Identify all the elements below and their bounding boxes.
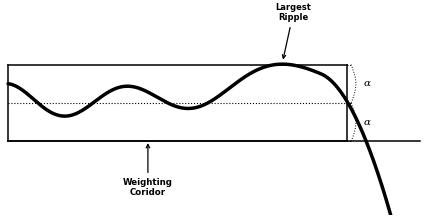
Text: α: α (364, 118, 371, 127)
Text: α: α (364, 79, 371, 88)
Text: Largest
Ripple: Largest Ripple (276, 3, 311, 58)
Text: Weighting
Coridor: Weighting Coridor (123, 145, 173, 197)
